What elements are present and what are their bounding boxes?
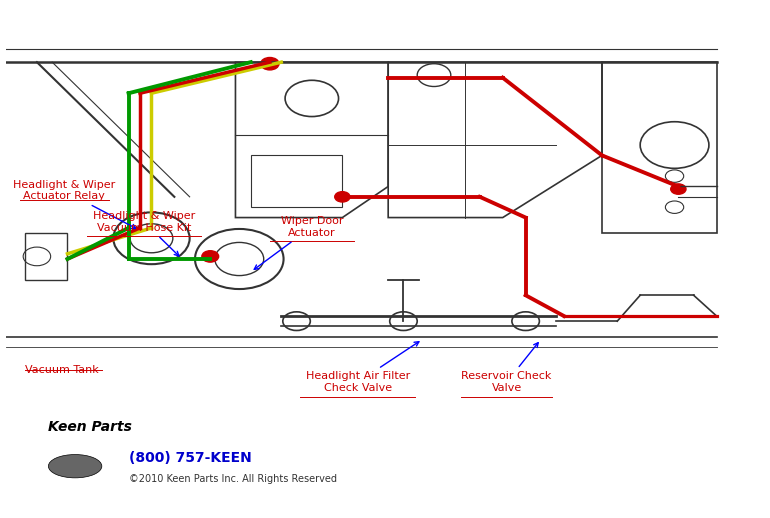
Text: (800) 757-KEEN: (800) 757-KEEN bbox=[129, 451, 251, 466]
Text: ©2010 Keen Parts Inc. All Rights Reserved: ©2010 Keen Parts Inc. All Rights Reserve… bbox=[129, 474, 336, 484]
Text: Headlight & Wiper
Actuator Relay: Headlight & Wiper Actuator Relay bbox=[12, 180, 136, 228]
Text: Wiper Door
Actuator: Wiper Door Actuator bbox=[254, 216, 343, 269]
Circle shape bbox=[335, 192, 350, 202]
Text: Reservoir Check
Valve: Reservoir Check Valve bbox=[461, 343, 552, 393]
Text: Vacuum Tank: Vacuum Tank bbox=[25, 365, 99, 375]
Circle shape bbox=[671, 184, 686, 194]
Text: Keen Parts: Keen Parts bbox=[49, 420, 132, 435]
Circle shape bbox=[202, 251, 219, 262]
Ellipse shape bbox=[49, 455, 102, 478]
Text: Headlight & Wiper
Vacuum Hose Kit: Headlight & Wiper Vacuum Hose Kit bbox=[92, 211, 195, 256]
Circle shape bbox=[261, 57, 279, 70]
Text: Headlight Air Filter
Check Valve: Headlight Air Filter Check Valve bbox=[306, 342, 419, 393]
